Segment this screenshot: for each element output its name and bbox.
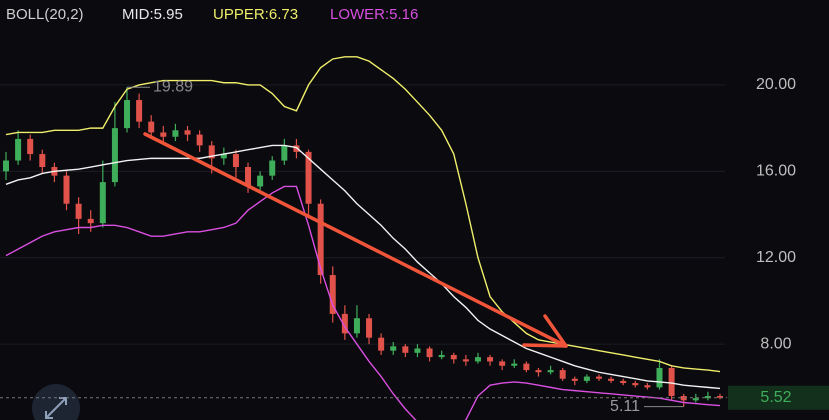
candle-body [172,130,179,137]
candle-body [620,380,627,384]
band-line [5,144,721,390]
candle-body [15,138,22,161]
y-tick-label: 12.00 [756,249,796,266]
candle-body [269,160,276,176]
candle-body [329,275,336,314]
candle-body [148,121,155,133]
candle-body [305,151,312,204]
candle-body [487,357,494,362]
candle-body [232,154,239,168]
candle-body [39,154,46,168]
candle-body [717,396,723,398]
candle-body [390,346,397,351]
grid [0,84,725,345]
y-tick-label: 20.00 [756,76,796,93]
header: BOLL(20,2) MID:5.95 UPPER:6.73 LOWER:5.1… [6,6,418,23]
candle-body [535,370,542,373]
trend-arrow [143,132,568,348]
candle-body [281,145,288,161]
candle-body [27,138,34,155]
y-tick-label: 16.00 [756,163,796,180]
candle-body [632,383,639,386]
candle-body [608,378,615,381]
candle-body [208,145,215,159]
candle-body [668,367,675,397]
candle-body [511,363,518,366]
y-tick-label: 8.00 [760,335,791,352]
last-price-tag [728,385,829,410]
candle-body [426,348,433,358]
candle-body [341,313,348,334]
candle-body [547,370,554,373]
low-marker-label: 5.11 [610,398,640,415]
candle-body [523,363,530,371]
candle-body [293,145,300,152]
candle-body [704,396,711,399]
candle-body [184,130,191,135]
candle-body [414,348,421,353]
candle-body [353,318,360,334]
candle-body [220,154,227,159]
candle-body [160,132,167,137]
last-price-label: 5.52 [760,389,791,406]
candle-body [438,354,445,358]
candle-body [402,346,409,353]
candle-body [257,175,264,187]
candle-body [111,128,118,183]
mid-label: MID:5.95 [122,6,183,23]
candle-body [99,182,106,224]
candle-body [474,357,481,362]
candle-body [75,203,82,219]
candle-body [196,134,203,146]
candle-body [378,337,385,351]
band-line [5,56,721,373]
candle-body [571,378,578,381]
y-axis: 8.00 12.00 16.00 20.00 [756,76,796,352]
candle-body [136,100,143,122]
candle-body [450,354,457,360]
candle-body [3,160,9,172]
upper-label: UPPER:6.73 [213,6,298,23]
candle-body [656,367,663,388]
lower-label: LOWER:5.16 [330,6,418,23]
candle-body [644,385,651,388]
candle-body [124,100,131,129]
candle-body [499,361,506,366]
candle-body [317,203,324,276]
candle-body [595,376,602,379]
plot-area [3,56,723,420]
candle-body [680,396,687,401]
high-marker-label: 19.89 [153,79,193,96]
indicator-name: BOLL(20,2) [6,6,84,23]
candle-body [583,376,590,381]
candle-body [63,175,70,204]
candle-body [692,398,699,401]
band-line [5,185,721,420]
candle-body [366,318,373,338]
candle-body [245,167,252,187]
candle-body [559,370,566,379]
candle-body [462,359,469,362]
candle-body [87,218,94,224]
